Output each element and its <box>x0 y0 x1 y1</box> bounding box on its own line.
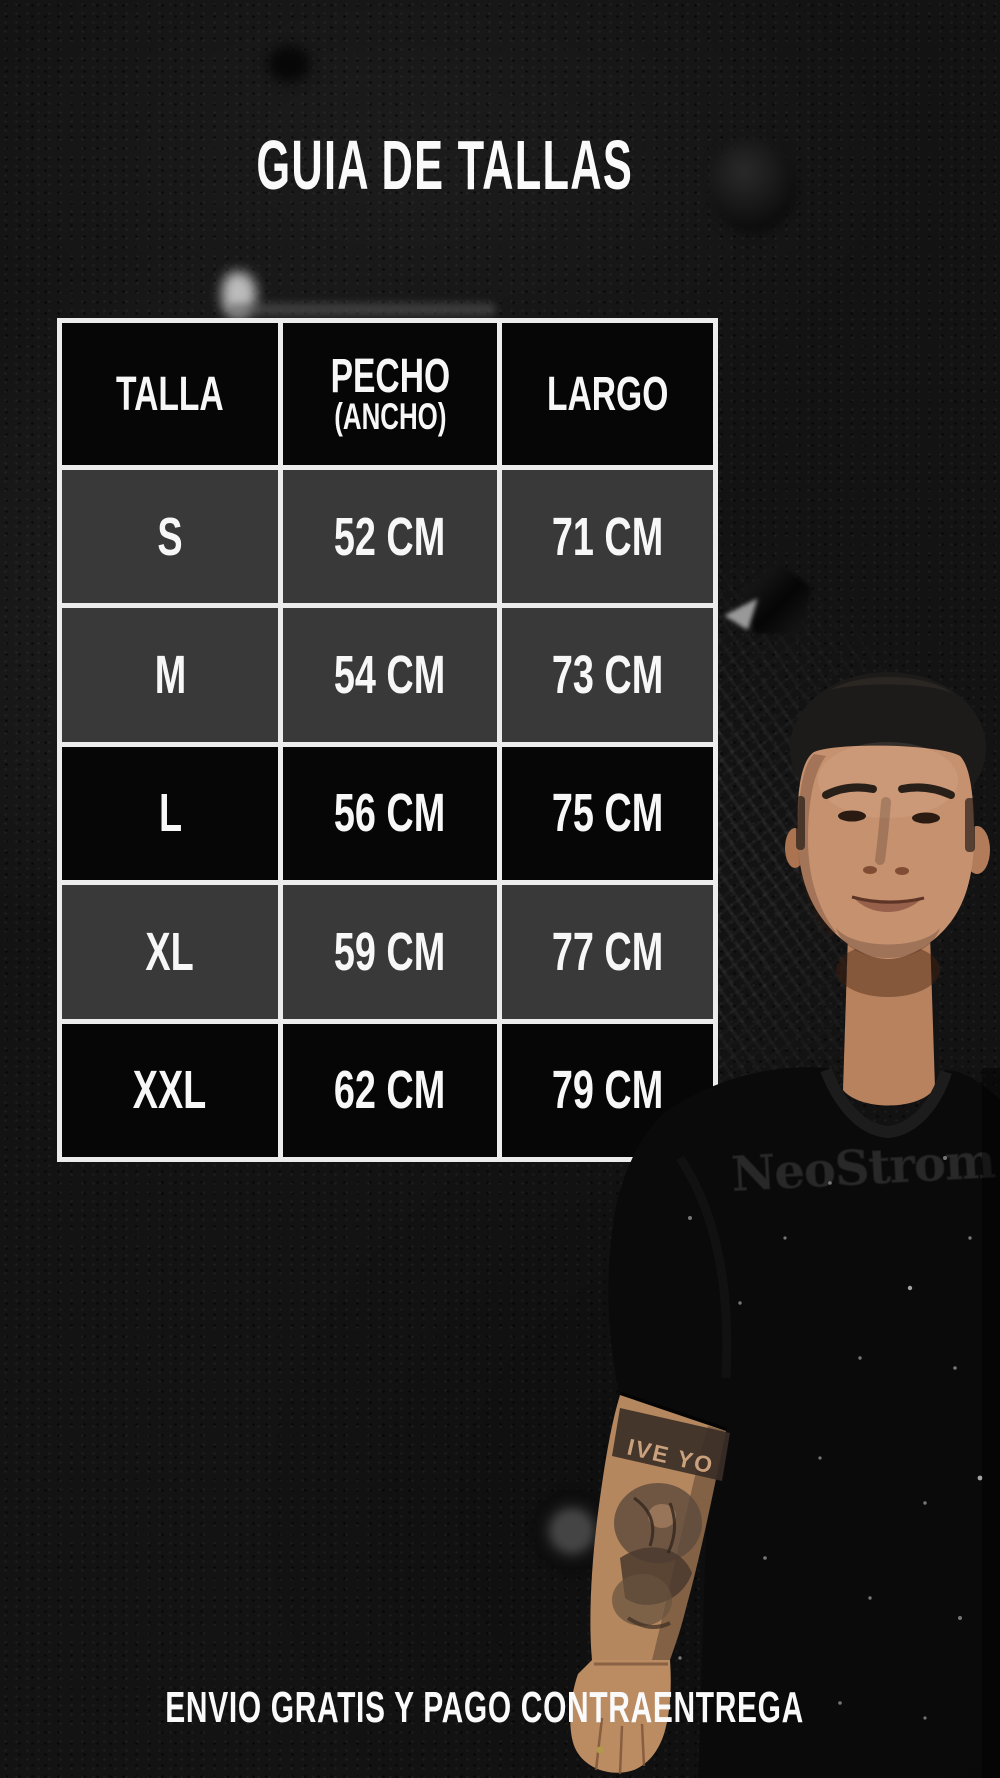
model-neck <box>843 934 935 1106</box>
ring-glint <box>596 1746 604 1754</box>
cell-chest: 62 CM <box>283 1023 497 1157</box>
footer-note: ENVIO GRATIS Y PAGO CONTRAENTREGA <box>0 1686 970 1730</box>
model-hand <box>570 1660 671 1773</box>
model-shirt <box>608 1067 1000 1778</box>
page-title: GUIA DE TALLAS <box>0 130 890 200</box>
header-pecho-sublabel: (ANCHO) <box>333 396 447 438</box>
header-pecho-label: PECHO <box>330 349 450 403</box>
forehead-highlight <box>818 742 958 818</box>
header-cell-pecho: PECHO (ANCHO) <box>283 323 497 465</box>
cell-length: 77 CM <box>502 885 713 1019</box>
header-cell-talla: TALLA <box>62 323 278 465</box>
cell-size: S <box>62 470 278 604</box>
nostril-right <box>895 867 909 875</box>
cell-length: 71 CM <box>502 470 713 604</box>
eye-right <box>912 812 940 824</box>
shirt-rhinestones <box>678 1156 983 1720</box>
hair-highlight <box>830 676 954 694</box>
sideburn-left <box>796 796 805 850</box>
nose <box>875 797 891 865</box>
size-table: TALLA PECHO (ANCHO) LARGO S 52 CM 71 CM … <box>57 318 718 1162</box>
model-photo: NeoStrom IVE YO <box>570 672 1000 1778</box>
tattoo-floral <box>612 1483 702 1629</box>
cell-length: 75 CM <box>502 746 713 881</box>
chin-shadow <box>836 943 940 997</box>
cell-size: M <box>62 608 278 742</box>
background-faceted-stone <box>724 560 818 642</box>
page-title-text: GUIA DE TALLAS <box>256 126 634 204</box>
cell-chest: 54 CM <box>283 608 497 742</box>
face-side-shadow <box>798 754 836 938</box>
cell-chest: 59 CM <box>283 885 497 1019</box>
cell-length: 73 CM <box>502 608 713 742</box>
lip-line <box>851 895 925 904</box>
sideburn-right <box>965 798 975 852</box>
shirt-collar <box>820 1067 952 1139</box>
eyebrow-left <box>822 783 877 799</box>
background-smudge <box>228 303 496 316</box>
cell-chest: 52 CM <box>283 470 497 604</box>
right-edge-shade <box>982 1068 1000 1778</box>
footer-note-text: ENVIO GRATIS Y PAGO CONTRAENTREGA <box>165 1683 805 1732</box>
cell-size: L <box>62 746 278 881</box>
nostril-left <box>863 866 877 874</box>
cell-chest: 56 CM <box>283 746 497 881</box>
eye-left <box>838 810 866 822</box>
cell-size: XXL <box>62 1023 278 1157</box>
header-cell-largo: LARGO <box>502 323 713 465</box>
tattoo-band <box>612 1408 730 1481</box>
eyebrow-right <box>898 783 955 799</box>
cell-size: XL <box>62 885 278 1019</box>
background-dark-spot <box>268 46 310 82</box>
finger-lines <box>594 1717 646 1775</box>
background-blurred-knob <box>708 138 798 234</box>
model-face <box>797 745 974 959</box>
jaw-stubble-shadow <box>836 928 940 958</box>
